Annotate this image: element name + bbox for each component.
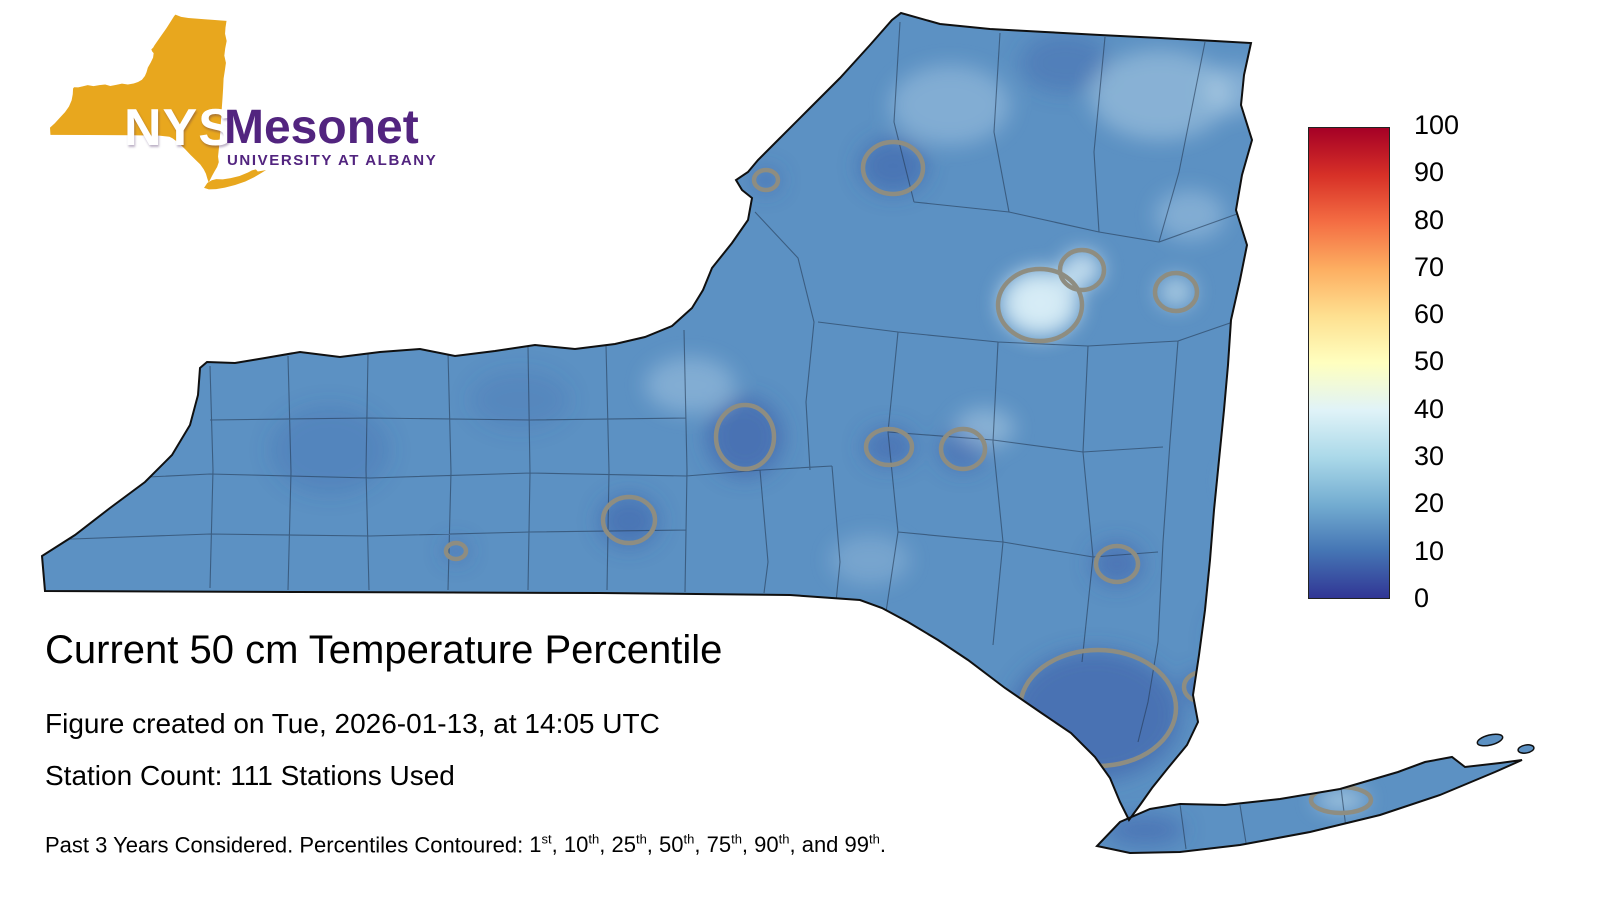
logo-university-text: UNIVERSITY AT ALBANY — [227, 152, 438, 169]
small-islands — [1476, 733, 1535, 754]
figure-created-text: Figure created on Tue, 2026-01-13, at 14… — [45, 708, 660, 739]
colorbar-tick-label: 50 — [1414, 346, 1445, 377]
footer-prefix: Past 3 Years Considered. Percentiles Con… — [45, 832, 530, 858]
contour-ring — [860, 139, 926, 197]
colorbar-tick-label: 70 — [1414, 251, 1445, 282]
contour-ring — [938, 426, 988, 472]
warm-anomaly-spot — [1227, 463, 1267, 499]
logo-mesonet-text: Mesonet — [224, 101, 419, 154]
colorbar-tick-label: 90 — [1414, 157, 1445, 188]
cold-anomaly-spot — [599, 495, 659, 547]
logo-nys-text: NYS — [124, 99, 234, 157]
colorbar-tick-label: 80 — [1414, 204, 1445, 235]
cold-anomaly-spot — [1020, 33, 1110, 93]
colorbar-tick-label: 40 — [1414, 393, 1445, 424]
cold-anomaly-spot — [859, 138, 927, 194]
footer-note: Past 3 Years Considered. Percentiles Con… — [45, 832, 886, 858]
contour-ring — [443, 540, 469, 562]
warm-anomaly-spot — [1018, 285, 1062, 321]
warm-anomaly-spot — [1155, 190, 1225, 240]
warm-anomaly-spot — [1062, 251, 1102, 287]
percentile-item: 10th, — [563, 832, 612, 858]
colorbar-tick-label: 20 — [1414, 488, 1445, 519]
warm-anomaly-spot — [1205, 65, 1265, 115]
cold-anomaly-spot — [270, 405, 390, 495]
contour-ring — [713, 402, 777, 472]
colorbar-tick-label: 100 — [1414, 110, 1460, 140]
station-count-text: Station Count: 111 Stations Used — [45, 760, 455, 791]
colorbar-tick-label: 30 — [1414, 441, 1445, 472]
percentile-item: 25th, — [611, 832, 660, 858]
warm-anomaly-spot — [1315, 790, 1367, 810]
contour-ring — [1220, 456, 1274, 506]
warm-anomaly-spot — [890, 65, 1010, 145]
page-title: Current 50 cm Temperature Percentile — [45, 628, 723, 672]
colorbar-tick-label: 0 — [1414, 582, 1430, 613]
percentile-item: 99th. — [844, 832, 886, 858]
colorbar-gradient — [1308, 127, 1390, 599]
percentile-item: 50th, — [659, 832, 707, 858]
cold-anomaly-spot — [1105, 815, 1185, 845]
colorbar-tick-label: 10 — [1414, 535, 1445, 566]
cold-anomaly-spot — [470, 370, 570, 430]
cold-anomaly-spot — [707, 397, 783, 477]
percentile-item: 90th, and — [754, 832, 845, 858]
contour-ring — [1093, 543, 1141, 585]
percentile-item: 1st, — [529, 832, 564, 858]
contour-ring — [995, 266, 1085, 344]
warm-anomaly-spot — [830, 535, 910, 585]
colorbar-tick-label: 60 — [1414, 299, 1445, 330]
cold-anomaly-spot — [1091, 542, 1143, 586]
county-borders — [44, 21, 1347, 850]
cold-anomaly-spot — [1210, 600, 1270, 680]
contour-ring — [863, 426, 915, 468]
warm-anomaly-spot — [1090, 50, 1230, 140]
contour-ring — [751, 167, 781, 193]
contour-ring — [1057, 247, 1107, 293]
contour-ring — [1152, 270, 1200, 314]
warm-anomaly-spot — [645, 357, 735, 413]
percentile-item: 75th, — [706, 832, 755, 858]
contour-ring — [600, 494, 658, 546]
colorbar-labels: 100 90 80 70 60 50 40 30 20 10 0 — [1414, 112, 1494, 612]
warm-anomaly-spot — [1158, 276, 1194, 308]
